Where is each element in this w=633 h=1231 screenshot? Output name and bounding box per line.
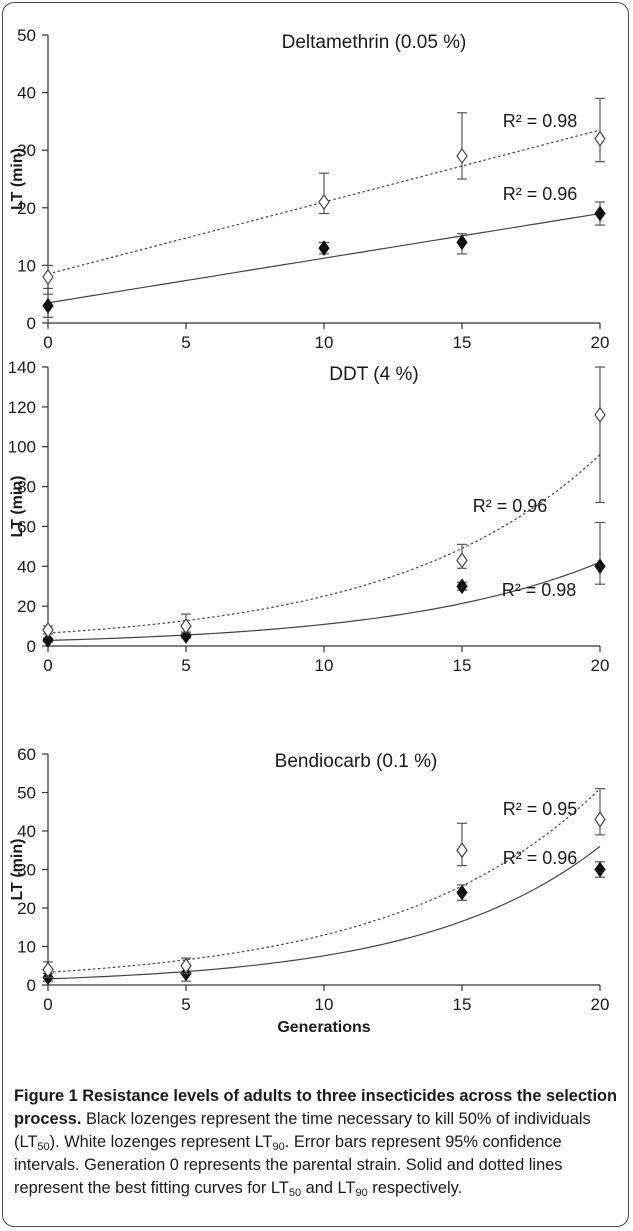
x-tick-label: 5 — [181, 995, 190, 1014]
y-tick-label: 80 — [17, 478, 36, 497]
caption-sub-4: 90 — [355, 1187, 368, 1199]
series-lt50: R² = 0.96 — [42, 845, 606, 986]
y-tick-label: 50 — [17, 26, 36, 45]
caption-text-4: and LT — [301, 1179, 356, 1197]
data-point-open-diamond — [594, 406, 606, 423]
r-squared-label: R² = 0.95 — [503, 799, 578, 819]
data-point-filled-diamond — [42, 297, 54, 314]
x-tick-label: 15 — [453, 333, 472, 352]
x-tick-label: 10 — [315, 995, 334, 1014]
trend-line-dotted — [47, 454, 601, 634]
data-point-open-diamond — [456, 552, 468, 569]
figure-caption: Figure 1 Resistance levels of adults to … — [14, 1085, 620, 1200]
x-tick-label: 0 — [43, 656, 52, 675]
y-tick-label: 120 — [8, 398, 36, 417]
x-tick-label: 20 — [591, 333, 610, 352]
x-tick-label: 5 — [181, 333, 190, 352]
y-axis-label: LT (min) — [9, 476, 26, 538]
y-tick-label: 0 — [27, 314, 36, 333]
r-squared-label: R² = 0.98 — [502, 580, 577, 600]
data-point-filled-diamond — [594, 861, 606, 878]
y-tick-label: 60 — [17, 745, 36, 764]
data-point-open-diamond — [42, 961, 54, 978]
series-lt90: R² = 0.95 — [42, 788, 606, 978]
series-lt90: R² = 0.98 — [42, 97, 606, 290]
caption-title: Figure 1 Resistance levels of adults to … — [14, 1087, 618, 1128]
caption-text-3: . Error bars represent 95% confidence in… — [14, 1133, 563, 1197]
data-point-open-diamond — [180, 618, 192, 635]
data-point-open-diamond — [42, 268, 54, 285]
data-point-filled-diamond — [42, 632, 54, 648]
data-point-filled-diamond — [594, 558, 606, 575]
y-tick-label: 140 — [8, 358, 36, 377]
x-tick-label: 0 — [43, 333, 52, 352]
y-tick-label: 50 — [17, 784, 36, 803]
y-tick-label: 60 — [17, 517, 36, 536]
trend-line-solid — [47, 212, 601, 304]
r-squared-label: R² = 0.96 — [503, 848, 578, 868]
r-squared-label: R² = 0.96 — [473, 496, 548, 516]
y-tick-label: 10 — [17, 256, 36, 275]
caption-text-2: ). White lozenges represent LT — [49, 1133, 273, 1151]
data-point-open-diamond — [318, 194, 330, 211]
x-tick-label: 10 — [315, 656, 334, 675]
data-point-open-diamond — [180, 957, 192, 974]
y-tick-label: 10 — [17, 938, 36, 957]
chart-panel-2: 0 20 40 60 80 100 120 140 0 5 10 15 20 LT (min) DDT (4… — [8, 358, 610, 675]
y-tick-label: 20 — [17, 199, 36, 218]
y-axis-label: LT (min) — [9, 148, 26, 210]
series-lt90: R² = 0.96 — [42, 366, 606, 639]
x-tick-label: 20 — [591, 995, 610, 1014]
x-axis-label: Generations — [277, 1019, 370, 1036]
caption-text-1: Black lozenges represent the time necess… — [14, 1110, 591, 1151]
x-tick-label: 0 — [43, 995, 52, 1014]
data-point-open-diamond — [594, 811, 606, 828]
y-tick-label: 20 — [17, 597, 36, 616]
y-tick-label: 30 — [17, 861, 36, 880]
data-point-filled-diamond — [318, 240, 330, 256]
y-tick-label: 40 — [17, 557, 36, 576]
caption-sub-2: 90 — [272, 1141, 285, 1153]
r-squared-label: R² = 0.98 — [503, 111, 578, 131]
x-tick-label: 15 — [453, 995, 472, 1014]
caption-sub-1: 50 — [37, 1141, 50, 1153]
r-squared-label: R² = 0.96 — [503, 184, 578, 204]
trend-line-solid — [47, 561, 601, 642]
y-tick-label: 0 — [27, 637, 36, 656]
series-lt50: R² = 0.96 — [42, 184, 606, 318]
data-point-filled-diamond — [594, 205, 606, 222]
data-point-filled-diamond — [456, 578, 468, 595]
series-lt50: R² = 0.98 — [42, 521, 606, 648]
chart-title: Deltamethrin (0.05 %) — [282, 32, 467, 53]
data-point-open-diamond — [594, 130, 606, 147]
y-axis-label: LT (min) — [9, 839, 26, 901]
caption-text-5: respectively. — [367, 1179, 463, 1197]
x-tick-label: 10 — [315, 333, 334, 352]
y-tick-label: 40 — [17, 84, 36, 103]
caption-sub-3: 50 — [288, 1187, 302, 1199]
data-point-open-diamond — [456, 147, 468, 164]
y-tick-label: 40 — [17, 822, 36, 841]
y-tick-label: 100 — [8, 438, 36, 457]
x-tick-label: 20 — [591, 656, 610, 675]
x-tick-label: 5 — [181, 656, 190, 675]
y-tick-label: 0 — [27, 976, 36, 995]
y-tick-label: 30 — [17, 141, 36, 160]
data-point-filled-diamond — [456, 884, 468, 901]
trend-line-dotted — [47, 788, 601, 973]
chart-title: DDT (4 %) — [329, 364, 418, 385]
trend-line-solid — [47, 845, 601, 980]
data-point-open-diamond — [456, 842, 468, 859]
data-point-filled-diamond — [456, 234, 468, 251]
chart-title: Bendiocarb (0.1 %) — [275, 751, 438, 772]
y-tick-label: 20 — [17, 899, 36, 918]
x-tick-label: 15 — [453, 656, 472, 675]
data-point-open-diamond — [42, 622, 54, 639]
